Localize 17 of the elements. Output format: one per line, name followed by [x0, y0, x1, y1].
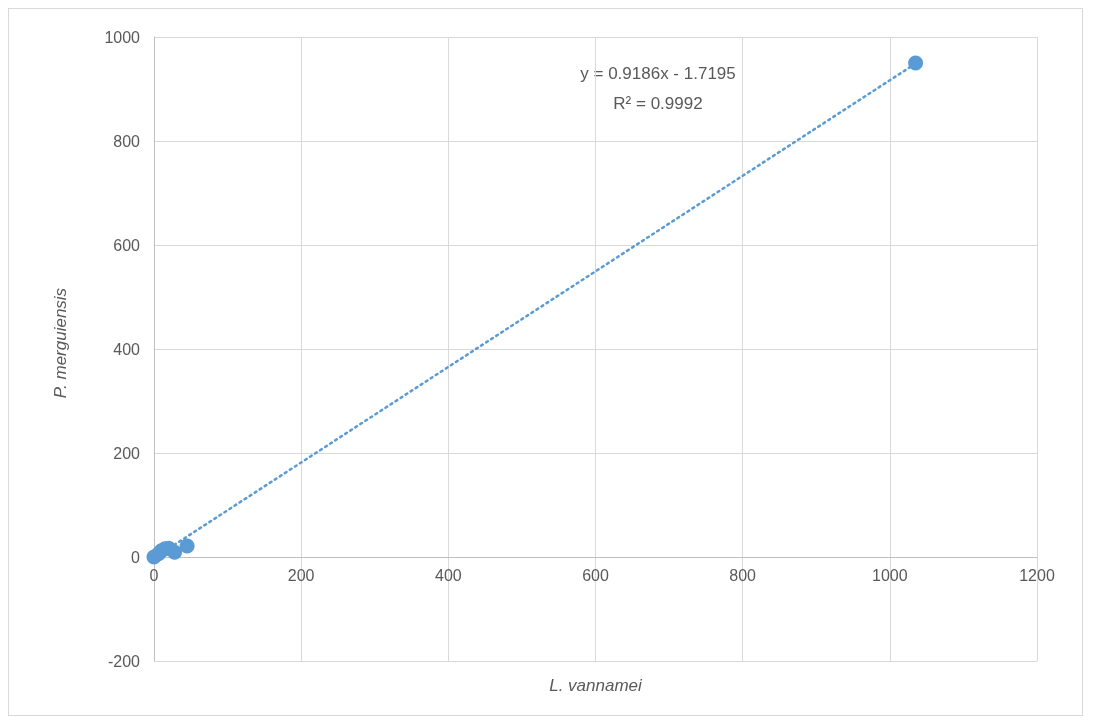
- y-tick-label: 800: [113, 132, 141, 150]
- annotation: R² = 0.9992: [613, 93, 703, 113]
- y-tick-label: 600: [113, 236, 141, 254]
- x-tick-label: 800: [729, 566, 757, 584]
- x-tick-label: 600: [582, 566, 609, 584]
- x-tick-label: 200: [287, 566, 315, 584]
- x-tick-label: 0: [149, 566, 159, 584]
- y-tick-label: 1000: [104, 28, 141, 46]
- x-tick-label: 400: [434, 566, 462, 584]
- y-tick-label: 200: [113, 444, 141, 462]
- x-tick-label: 1000: [872, 566, 908, 584]
- y-tick-label: 0: [131, 548, 141, 566]
- x-tick-label: 1200: [1019, 566, 1055, 584]
- y-tick-label: -200: [107, 652, 141, 670]
- y-axis-title: P. merguiensis: [50, 287, 70, 399]
- x-axis-title: L. vannamei: [549, 675, 644, 695]
- y-tick-label: 400: [113, 340, 141, 358]
